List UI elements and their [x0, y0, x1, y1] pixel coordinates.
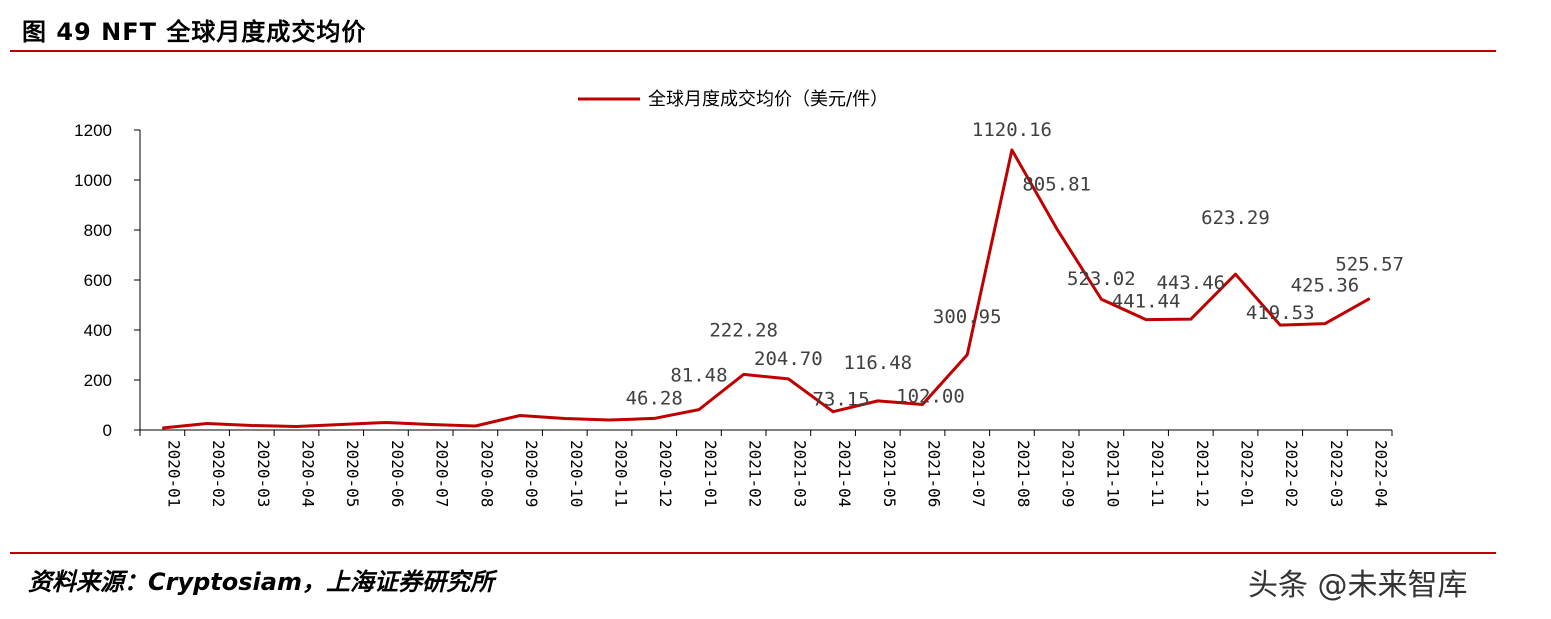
x-tick-label: 2021-07 [969, 440, 988, 507]
y-axis-ticks: 0 200 400 600 800 1000 1200 [74, 121, 140, 440]
data-point [1100, 298, 1102, 300]
data-label: 222.28 [709, 319, 778, 341]
x-tick-label: 2020-07 [433, 440, 452, 507]
title-rule [10, 50, 1496, 52]
x-axis-ticks: 2020-01 2020-02 2020-03 2020-04 2020-05 2020-… [139, 430, 1393, 507]
data-label: 623.29 [1201, 207, 1270, 229]
x-tick-label: 2020-06 [388, 440, 407, 507]
x-tick-label: 2021-09 [1059, 440, 1078, 507]
x-tick-label: 2021-01 [701, 440, 720, 507]
data-label: 46.28 [626, 387, 683, 409]
data-point [1369, 298, 1371, 300]
data-point [161, 427, 163, 429]
x-tick-label: 2021-04 [835, 440, 854, 507]
x-tick-label: 2020-01 [164, 440, 183, 507]
x-tick-label: 2022-01 [1238, 440, 1257, 507]
x-tick-label: 2021-11 [1148, 440, 1167, 507]
watermark: 头条 @未来智库 [1248, 568, 1468, 603]
x-tick-label: 2020-04 [299, 440, 318, 507]
legend-label: 全球月度成交均价（美元/件） [648, 89, 888, 110]
data-point [474, 425, 476, 427]
data-point [519, 415, 521, 416]
y-tick-label: 1200 [74, 121, 112, 140]
series-line [162, 148, 1371, 430]
data-point [609, 419, 610, 421]
x-tick-label: 2020-11 [612, 440, 631, 507]
data-label: 204.70 [754, 348, 823, 370]
y-tick-label: 0 [103, 421, 112, 440]
x-tick-label: 2022-04 [1372, 440, 1391, 507]
x-tick-label: 2021-08 [1014, 440, 1033, 507]
data-label: 523.02 [1067, 268, 1136, 290]
source-note: 资料来源：Cryptosiam，上海证券研究所 [28, 568, 494, 596]
data-point [698, 409, 700, 411]
data-point [1145, 319, 1147, 321]
y-tick-label: 800 [84, 221, 112, 240]
data-point [296, 426, 297, 427]
data-label: 1120.16 [972, 119, 1052, 141]
x-tick-label: 2020-10 [567, 440, 586, 507]
x-tick-label: 2022-02 [1282, 440, 1301, 507]
x-tick-label: 2021-05 [880, 440, 899, 507]
x-tick-label: 2022-03 [1327, 440, 1346, 507]
x-tick-label: 2020-12 [656, 440, 675, 507]
data-label: 81.48 [670, 365, 727, 387]
source-rule [10, 552, 1496, 554]
x-tick-label: 2021-10 [1103, 440, 1122, 507]
x-tick-label: 2020-09 [522, 440, 541, 507]
data-point [1324, 323, 1326, 325]
data-point [966, 354, 968, 356]
data-point [922, 404, 923, 405]
data-point [877, 400, 879, 402]
x-tick-label: 2020-08 [477, 440, 496, 507]
legend: 全球月度成交均价（美元/件） [578, 89, 888, 110]
x-tick-label: 2021-12 [1193, 440, 1212, 507]
data-point [340, 424, 342, 425]
x-tick-label: 2020-03 [254, 440, 273, 507]
data-point [1056, 228, 1058, 230]
data-point [430, 424, 432, 425]
data-point [564, 418, 566, 419]
data-label: 525.57 [1335, 254, 1404, 276]
data-label: 443.46 [1156, 272, 1225, 294]
y-tick-label: 600 [84, 271, 112, 290]
data-label: 102.00 [896, 386, 965, 408]
data-label: 73.15 [812, 389, 869, 411]
figure-title: 图 49 NFT 全球月度成交均价 [22, 18, 367, 46]
data-point [743, 373, 745, 375]
data-point [1190, 318, 1192, 320]
data-label: 425.36 [1291, 275, 1360, 297]
y-tick-label: 200 [84, 371, 112, 390]
data-point [787, 378, 789, 380]
series-line-group [161, 148, 1371, 430]
data-label: 419.53 [1246, 302, 1315, 324]
data-point [653, 417, 655, 419]
data-label: 300.95 [933, 306, 1002, 328]
x-tick-label: 2021-03 [790, 440, 809, 507]
data-point [1011, 149, 1013, 151]
data-point [206, 423, 208, 424]
data-point [251, 425, 253, 426]
data-label: 441.44 [1112, 291, 1181, 313]
y-tick-label: 1000 [74, 171, 112, 190]
x-tick-label: 2020-05 [343, 440, 362, 507]
x-tick-label: 2021-02 [746, 440, 765, 507]
x-tick-label: 2021-06 [925, 440, 944, 507]
y-tick-label: 400 [84, 321, 112, 340]
data-point [1279, 324, 1281, 326]
data-point [1235, 273, 1236, 275]
data-point [385, 422, 387, 423]
data-label: 116.48 [843, 352, 912, 374]
x-tick-label: 2020-02 [209, 440, 228, 507]
data-point [832, 411, 834, 413]
data-label: 805.81 [1022, 174, 1091, 196]
